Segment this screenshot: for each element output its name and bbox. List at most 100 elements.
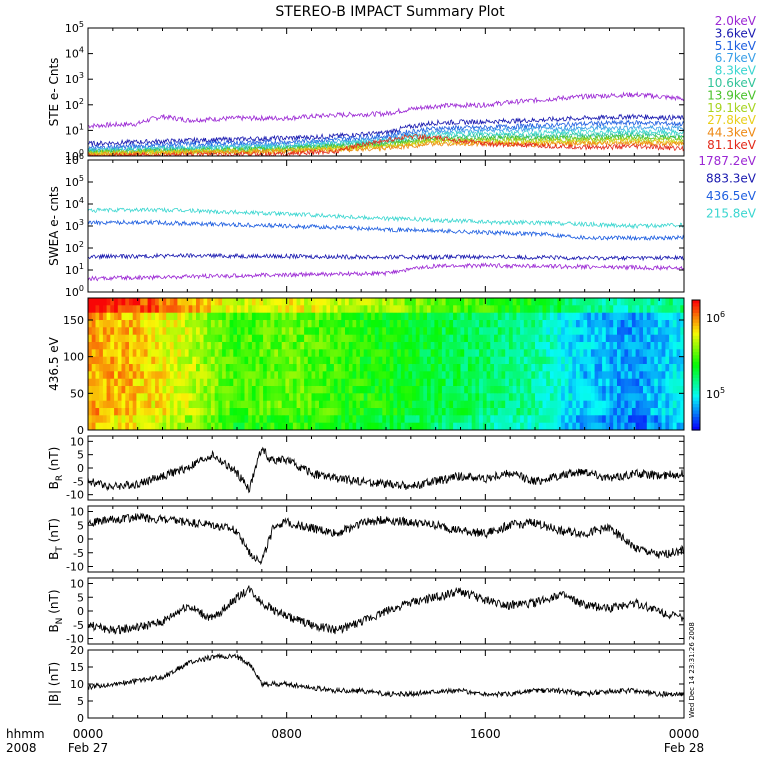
pad-cell (397, 371, 402, 380)
pad-cell (665, 422, 670, 430)
pad-cell (311, 408, 316, 416)
pad-cell (549, 342, 555, 350)
pad-cell (598, 408, 603, 416)
pad-cell (467, 415, 473, 424)
pad-cell (352, 408, 357, 416)
pad-cell (222, 312, 227, 321)
pad-cell (296, 415, 301, 424)
pad-cell (352, 415, 357, 424)
pad-cell (650, 312, 655, 321)
pad-cell (110, 312, 115, 321)
pad-cell (166, 364, 171, 372)
pad-cell (583, 320, 588, 328)
pad-cell (501, 305, 506, 314)
pad-cell (143, 305, 149, 314)
pad-cell (449, 393, 454, 402)
pad-cell (594, 393, 599, 402)
pad-cell (188, 334, 193, 343)
pad-cell (95, 298, 100, 306)
pad-cell (397, 305, 402, 314)
pad-cell (114, 298, 119, 306)
pad-cell (248, 371, 253, 380)
pad-cell (453, 320, 458, 328)
pad-cell (192, 320, 197, 328)
pad-cell (307, 305, 313, 314)
pad-cell (646, 349, 652, 358)
pad-cell (281, 422, 286, 430)
pad-cell (680, 364, 684, 372)
pad-cell (333, 415, 339, 424)
pad-cell (244, 342, 249, 350)
pad-cell (218, 312, 223, 321)
pad-cell (568, 400, 573, 409)
pad-cell (408, 378, 413, 387)
pad-cell (497, 415, 503, 424)
pad-cell (427, 408, 432, 416)
pad-cell (363, 312, 368, 321)
pad-cell (371, 378, 376, 387)
pad-cell (173, 298, 178, 306)
pad-cell (91, 364, 96, 372)
pad-cell (572, 334, 577, 343)
pad-cell (520, 400, 525, 409)
pad-cell (251, 305, 257, 314)
pad-cell (270, 298, 275, 306)
pad-cell (389, 400, 394, 409)
pad-cell (333, 386, 339, 394)
pad-cell (222, 400, 227, 409)
pad-cell (475, 408, 480, 416)
pad-cell (225, 327, 231, 336)
pad-cell (605, 378, 611, 387)
pad-cell (445, 342, 450, 350)
pad-cell (564, 349, 570, 358)
pad-cell (330, 400, 335, 409)
pad-cell (330, 356, 335, 365)
pad-cell (184, 305, 190, 314)
pad-cell (330, 342, 335, 350)
pad-cell (557, 364, 562, 372)
footer: hhmm 2008 Feb 27 Feb 28 (6, 727, 704, 755)
pad-cell (278, 327, 283, 336)
pad-cell (650, 371, 655, 380)
pad-cell (99, 320, 104, 328)
pad-cell (680, 386, 684, 394)
pad-cell (587, 408, 592, 416)
pad-cell (568, 305, 573, 314)
pad-cell (330, 305, 335, 314)
pad-cell (635, 349, 640, 358)
pad-cell (419, 349, 424, 358)
bt-ytick-label: 10 (70, 506, 84, 519)
pad-cell (505, 327, 510, 336)
pad-cell (631, 408, 637, 416)
pad-cell (110, 349, 115, 358)
pad-cell (132, 356, 137, 365)
pad-cell (169, 327, 175, 336)
pad-cell (434, 371, 439, 380)
pad-cell (583, 327, 588, 336)
pad-cell (669, 327, 674, 336)
pad-cell (304, 305, 309, 314)
pad-cell (356, 342, 361, 350)
pad-cell (192, 364, 197, 372)
pad-cell (99, 312, 104, 321)
pad-cell (266, 320, 272, 328)
pad-cell (531, 415, 536, 424)
pad-cell (434, 386, 439, 394)
pad-cell (255, 371, 260, 380)
pad-cell (441, 327, 447, 336)
pad-cell (486, 393, 491, 402)
pad-cell (102, 422, 108, 430)
pad-cell (538, 298, 543, 306)
pad-cell (132, 378, 137, 387)
pad-cell (382, 386, 387, 394)
pad-cell (408, 371, 413, 380)
pad-cell (91, 312, 96, 321)
pad-cell (665, 400, 670, 409)
pad-cell (553, 364, 558, 372)
pad-cell (531, 305, 536, 314)
pad-cell (389, 342, 394, 350)
pad-cell (169, 400, 175, 409)
pad-cell (237, 415, 242, 424)
pad-cell (602, 356, 607, 365)
pad-cell (482, 364, 488, 372)
